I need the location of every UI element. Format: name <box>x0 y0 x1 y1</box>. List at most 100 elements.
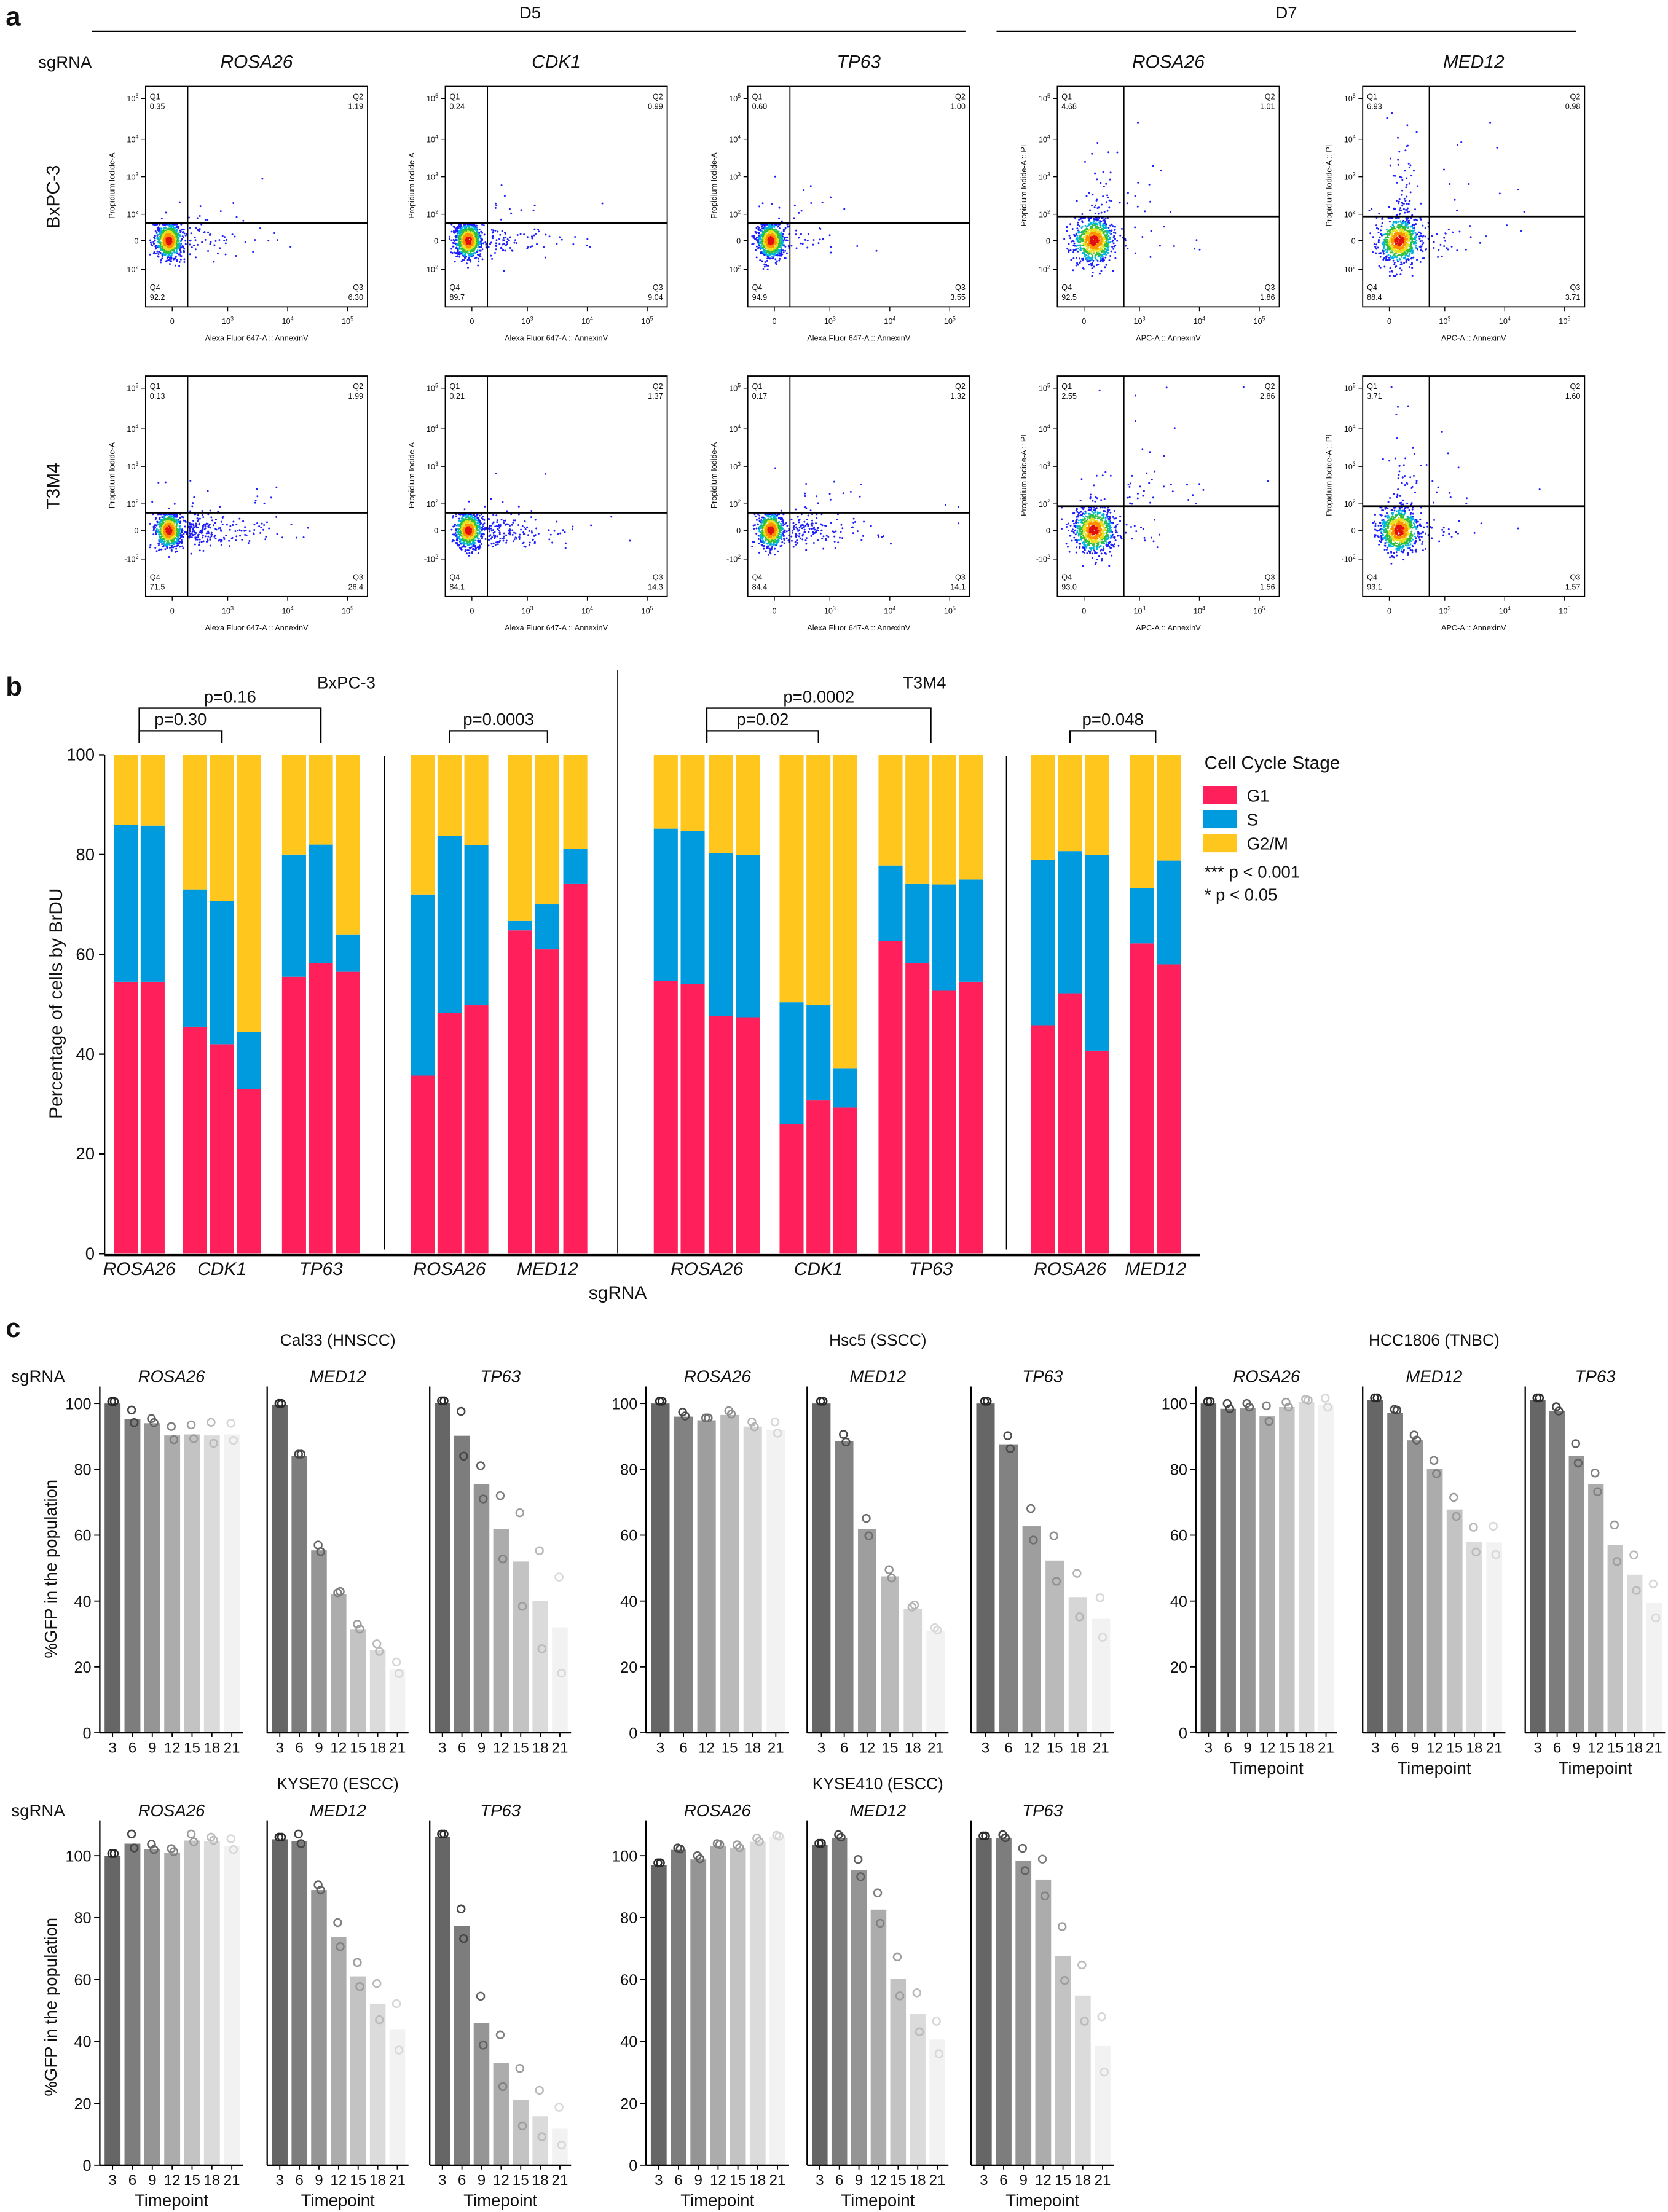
event-dot <box>1137 121 1139 124</box>
event-dot <box>219 210 222 213</box>
event-dot <box>232 202 235 205</box>
event-dot <box>209 538 211 541</box>
event-dot <box>766 268 769 270</box>
event-dot <box>149 253 151 256</box>
event-dot <box>586 245 588 247</box>
event-dot <box>173 257 175 260</box>
event-dot <box>506 241 508 243</box>
event-dot <box>478 243 480 245</box>
event-dot <box>798 211 800 214</box>
event-dot <box>800 242 802 245</box>
event-dot <box>761 202 764 205</box>
axis-tick-label: 0 <box>1387 317 1391 326</box>
event-dot <box>1377 238 1380 241</box>
axis-tick-label: 105 <box>1559 315 1570 326</box>
event-dot <box>232 524 234 526</box>
tick-base: -10 <box>424 265 435 274</box>
gene-label: TP63 <box>837 52 881 73</box>
tick-base: 10 <box>1254 317 1262 326</box>
event-dot <box>467 254 470 256</box>
event-dot <box>755 245 758 248</box>
event-dot <box>1102 171 1104 173</box>
event-dot <box>495 248 497 251</box>
event-dot <box>1406 177 1408 179</box>
axis-tick-label: 104 <box>127 134 138 144</box>
event-dot <box>1388 221 1391 223</box>
event-dot <box>179 240 182 243</box>
tick-base: 0 <box>434 237 438 245</box>
tick-base: 10 <box>427 135 435 144</box>
event-dot <box>179 231 182 233</box>
event-dot <box>828 234 831 237</box>
event-dot <box>1163 226 1165 228</box>
event-dot <box>1443 245 1446 248</box>
event-dot <box>176 261 178 263</box>
event-dot <box>1124 245 1127 247</box>
event-dot <box>490 254 492 257</box>
x-axis-label: APC-A :: AnnexinV <box>1441 334 1506 343</box>
axis-tick-label: 0 <box>134 237 138 245</box>
event-dot <box>202 549 205 552</box>
event-dot <box>157 245 160 248</box>
event-dot <box>450 223 453 226</box>
event-dot <box>1107 196 1109 198</box>
event-dot <box>195 524 198 526</box>
tick-base: 10 <box>1344 95 1353 103</box>
tick-exponent: 3 <box>135 171 138 178</box>
event-dot <box>1082 240 1084 242</box>
axis-tick-label: 104 <box>427 134 438 144</box>
event-dot <box>1137 181 1139 184</box>
event-dot <box>1092 271 1094 273</box>
event-dot <box>1101 217 1103 219</box>
event-dot <box>1406 211 1409 213</box>
event-dot <box>1111 240 1114 243</box>
event-dot <box>1396 259 1399 261</box>
event-dot <box>1095 258 1098 261</box>
event-dot <box>1398 221 1400 223</box>
tick-exponent: 2 <box>135 264 138 270</box>
quadrant-name: Q3 <box>353 283 363 292</box>
event-dot <box>209 233 211 236</box>
event-dot <box>1520 230 1522 232</box>
event-dot <box>1392 222 1395 224</box>
event-dot <box>1105 201 1107 203</box>
event-dot <box>189 227 191 229</box>
event-dot <box>1083 235 1085 238</box>
plot-frame <box>1362 85 1586 308</box>
event-dot <box>213 261 215 263</box>
event-dot <box>232 520 235 523</box>
tick-base: 10 <box>1134 317 1143 326</box>
event-dot <box>1114 251 1117 254</box>
event-dot <box>189 524 192 526</box>
y-axis-label: Propidium Iodide-A <box>710 152 718 219</box>
event-dot <box>189 510 192 512</box>
event-dot <box>556 243 558 245</box>
tick-base: 10 <box>1344 135 1353 144</box>
event-dot <box>450 239 453 241</box>
event-dot <box>505 236 507 238</box>
axis-tick-label: 105 <box>944 315 956 326</box>
event-dot <box>1104 218 1107 220</box>
event-dot <box>778 227 781 229</box>
event-dot <box>494 206 497 209</box>
event-dot <box>1068 243 1070 245</box>
event-dot <box>204 238 207 241</box>
event-dot <box>1444 232 1447 235</box>
event-dot <box>201 529 203 531</box>
event-dot <box>242 219 245 222</box>
event-dot <box>1398 240 1401 243</box>
event-dot <box>1398 151 1401 153</box>
event-dot <box>1411 227 1414 229</box>
event-dot <box>477 264 479 267</box>
y-axis-label: Propidium Iodide-A :: PI <box>1020 145 1028 227</box>
event-dot <box>181 228 183 230</box>
event-dot <box>1431 235 1433 237</box>
flow-cytometry-plot: Q10.24Q20.99Q39.04Q489.71051041031020-10… <box>407 85 668 343</box>
event-dot <box>1148 183 1151 186</box>
event-dot <box>784 227 787 229</box>
event-dot <box>817 242 820 245</box>
event-dot <box>307 527 309 529</box>
event-dot <box>1411 240 1414 242</box>
event-dot <box>489 243 491 245</box>
event-dot <box>451 251 454 254</box>
